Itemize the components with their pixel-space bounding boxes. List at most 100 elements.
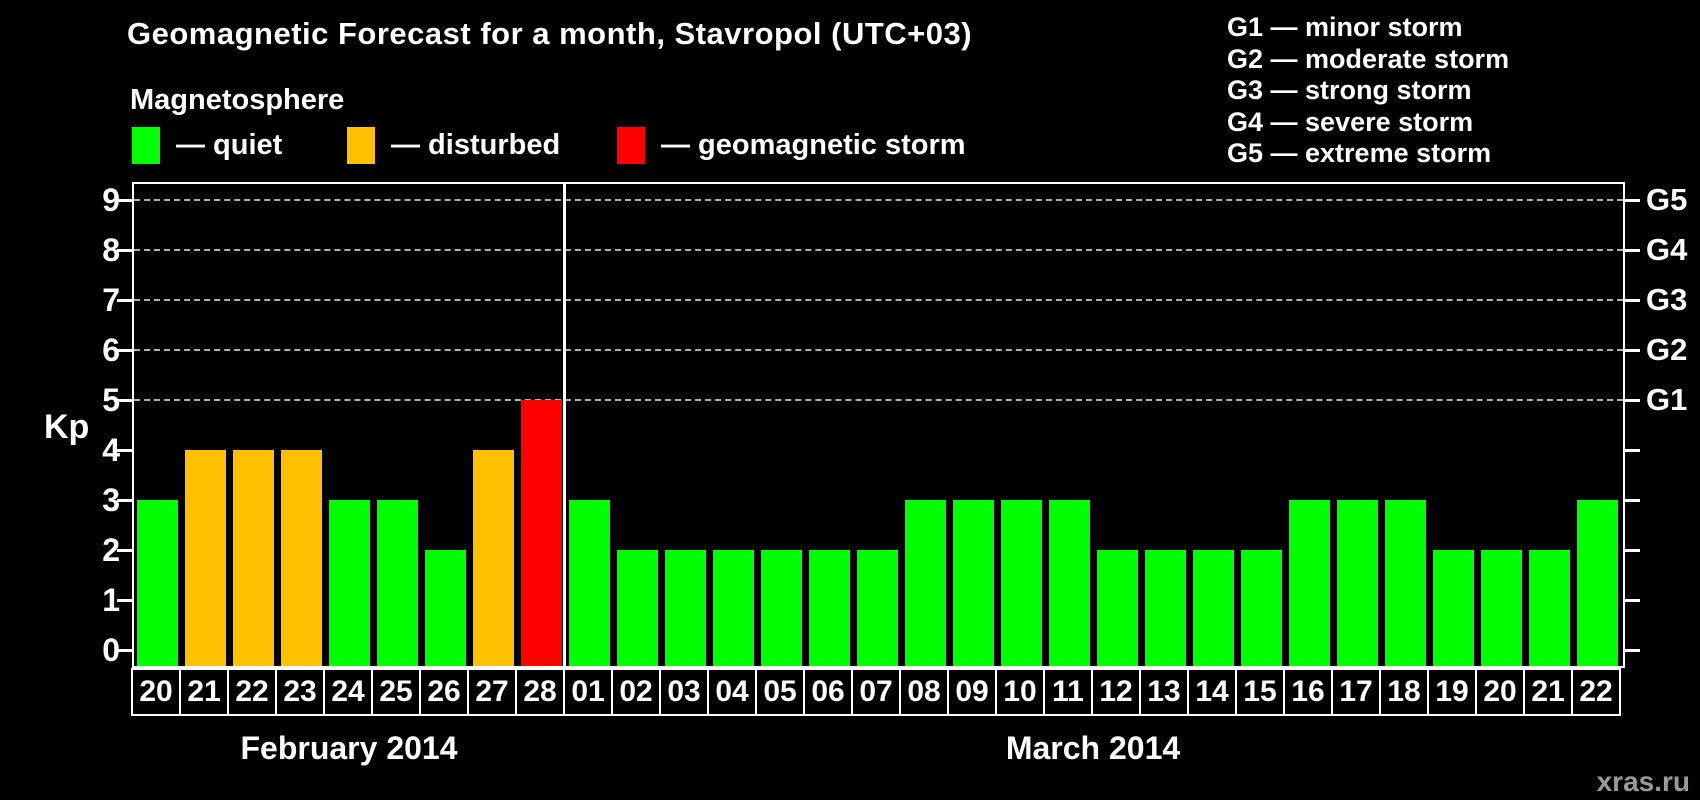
kp-bar <box>1385 500 1426 668</box>
kp-tick-mark <box>1625 599 1640 602</box>
day-cell: 24 <box>323 668 373 716</box>
day-cell: 26 <box>419 668 469 716</box>
kp-bar <box>1097 550 1138 668</box>
kp-gridline <box>134 299 1623 301</box>
magnetosphere-legend-title: Magnetosphere <box>130 84 345 116</box>
kp-tick-label: 9 <box>102 182 120 218</box>
kp-tick-mark <box>117 299 132 302</box>
kp-bar <box>569 500 610 668</box>
kp-tick-mark <box>117 449 132 452</box>
day-cell: 20 <box>1475 668 1525 716</box>
g-legend-item: G4 — severe storm <box>1227 106 1474 137</box>
legend-item-label: — disturbed <box>391 129 561 161</box>
kp-tick-mark <box>1625 399 1640 402</box>
watermark: xras.ru <box>1596 766 1690 797</box>
month-separator-line <box>563 183 566 667</box>
kp-gridline <box>134 249 1623 251</box>
kp-tick-mark <box>117 649 132 652</box>
day-cell: 12 <box>1091 668 1141 716</box>
day-cell: 03 <box>659 668 709 716</box>
kp-gridline <box>134 399 1623 401</box>
disturbed-color-swatch <box>347 127 375 164</box>
kp-tick-mark <box>117 349 132 352</box>
day-cell: 27 <box>467 668 517 716</box>
day-cell: 18 <box>1379 668 1429 716</box>
kp-bar <box>953 500 994 668</box>
g-legend-item: G2 — moderate storm <box>1227 43 1510 74</box>
day-cell: 14 <box>1187 668 1237 716</box>
g-level-label: G3 <box>1646 282 1688 317</box>
kp-bar <box>809 550 850 668</box>
month-label: February 2014 <box>240 730 458 766</box>
g-level-label: G4 <box>1646 232 1688 267</box>
day-cell: 19 <box>1427 668 1477 716</box>
g-legend-item: G3 — strong storm <box>1227 75 1472 105</box>
day-cell: 08 <box>899 668 949 716</box>
kp-tick-mark <box>1625 249 1640 252</box>
kp-bar <box>1145 550 1186 668</box>
day-cell: 09 <box>947 668 997 716</box>
kp-tick-mark <box>1625 299 1640 302</box>
day-cell: 15 <box>1235 668 1285 716</box>
kp-bar <box>1577 500 1618 668</box>
day-cell: 10 <box>995 668 1045 716</box>
day-cell: 21 <box>1523 668 1573 716</box>
g-legend-item: G1 — minor storm <box>1227 12 1463 42</box>
quiet-color-swatch <box>132 127 160 164</box>
day-cell: 04 <box>707 668 757 716</box>
kp-tick-mark <box>1625 449 1640 452</box>
kp-gridline <box>134 199 1623 201</box>
kp-tick-mark <box>117 249 132 252</box>
legend-item-disturbed: — disturbed <box>347 127 560 164</box>
kp-bar <box>1289 500 1330 668</box>
kp-tick-mark <box>1625 199 1640 202</box>
kp-tick-mark <box>117 599 132 602</box>
kp-axis-label: Kp <box>44 408 90 446</box>
kp-bar <box>1193 550 1234 668</box>
day-cell: 22 <box>227 668 277 716</box>
day-cell: 11 <box>1043 668 1093 716</box>
kp-tick-mark <box>117 199 132 202</box>
kp-gridline <box>134 349 1623 351</box>
legend-item-label: — geomagnetic storm <box>661 129 966 161</box>
day-cell: 06 <box>803 668 853 716</box>
legend-item-storm: — geomagnetic storm <box>617 127 966 164</box>
kp-bar <box>1241 550 1282 668</box>
kp-bar <box>1433 550 1474 668</box>
kp-bar <box>1529 550 1570 668</box>
day-cell: 21 <box>179 668 229 716</box>
g-level-label: G5 <box>1646 182 1688 217</box>
day-cell: 16 <box>1283 668 1333 716</box>
day-cell: 07 <box>851 668 901 716</box>
kp-bar <box>185 450 226 668</box>
kp-bar <box>377 500 418 668</box>
legend-item-label: — quiet <box>176 129 283 161</box>
g-level-label: G2 <box>1646 332 1688 367</box>
day-cell: 05 <box>755 668 805 716</box>
day-cell: 28 <box>515 668 565 716</box>
legend-item-quiet: — quiet <box>132 127 282 164</box>
kp-bar <box>425 550 466 668</box>
kp-bar <box>905 500 946 668</box>
kp-bar <box>665 550 706 668</box>
kp-tick-label: 6 <box>102 332 120 368</box>
kp-bar <box>713 550 754 668</box>
kp-tick-mark <box>117 499 132 502</box>
kp-bar <box>1337 500 1378 668</box>
kp-tick-mark <box>1625 649 1640 652</box>
day-cell: 17 <box>1331 668 1381 716</box>
kp-tick-label: 8 <box>102 232 120 268</box>
page-title: Geomagnetic Forecast for a month, Stavro… <box>127 16 973 51</box>
g-scale-legend: G1 — minor storm G2 — moderate storm G3 — … <box>1227 12 1509 170</box>
kp-tick-label: 1 <box>102 582 120 618</box>
kp-tick-label: 2 <box>102 532 120 568</box>
day-cell: 23 <box>275 668 325 716</box>
kp-bar <box>1001 500 1042 668</box>
day-cell: 20 <box>131 668 181 716</box>
kp-bar <box>761 550 802 668</box>
g-level-label: G1 <box>1646 382 1688 417</box>
kp-tick-mark <box>1625 549 1640 552</box>
kp-tick-mark <box>117 399 132 402</box>
kp-tick-mark <box>1625 349 1640 352</box>
